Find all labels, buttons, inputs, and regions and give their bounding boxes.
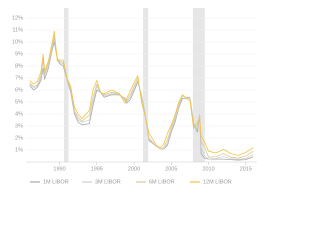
recession-band [142,8,149,162]
x-tick-label: 1990 [53,166,65,172]
y-tick-label: 9% [15,51,23,57]
x-tick-label: 2000 [128,166,140,172]
y-tick-label: 1% [15,147,23,153]
recession-band [64,8,69,162]
recession-band [192,8,205,162]
y-tick-label: 4% [15,111,23,117]
chart: 1% 2% 3% 4% 5% 6% 7% 8% 9% 10% 11% 12% 1990 1995 2000 2… [12,8,257,185]
y-tick-label: 12% [12,15,23,21]
legend-label: 3M LIBOR [95,179,121,185]
legend-label: 6M LIBOR [149,179,175,185]
series-line [29,30,254,156]
legend-label: 12M LIBOR [203,179,232,185]
x-tick-label: 2005 [165,166,177,172]
x-tick-label: 2010 [202,166,214,172]
y-tick-label: 2% [15,135,23,141]
legend-label: 1M LIBOR [43,179,69,185]
y-tick-label: 3% [15,123,23,129]
y-tick-label: 5% [15,99,23,105]
x-tick-label: 1995 [91,166,103,172]
series-line [29,35,254,159]
y-tick-label: 6% [15,87,23,93]
x-tick-label: 2015 [240,166,252,172]
y-tick-label: 7% [15,75,23,81]
y-tick-label: 11% [12,27,23,33]
y-tick-label: 10% [12,39,23,45]
y-tick-label: 8% [15,63,23,69]
